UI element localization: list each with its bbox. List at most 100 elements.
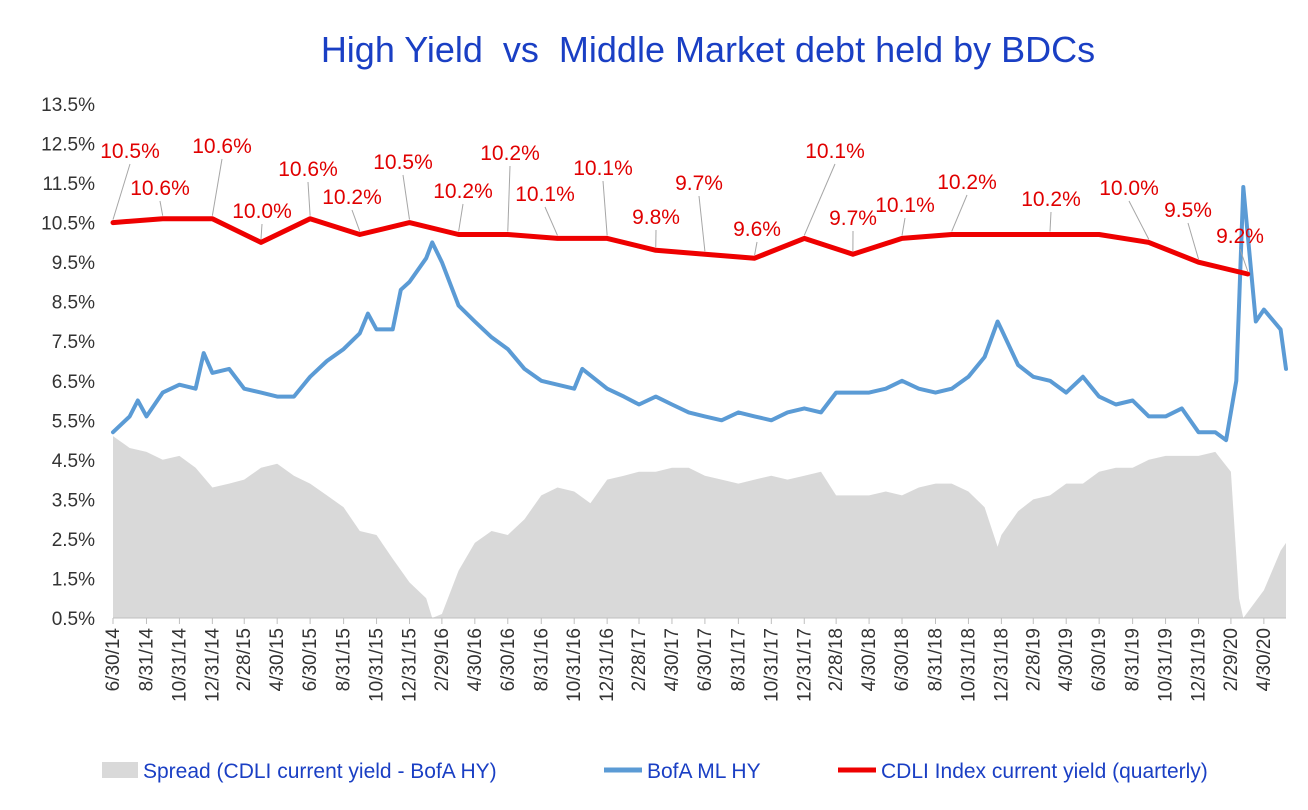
data-label: 10.6% [192, 135, 252, 158]
bofa-hy-line [111, 185, 1288, 443]
data-label: 10.6% [130, 177, 190, 200]
y-tick-label: 5.5% [52, 411, 95, 432]
x-tick-label: 8/31/15 [334, 628, 355, 691]
data-label-leader [458, 203, 464, 232]
data-label-leader [159, 200, 164, 216]
y-tick-label: 2.5% [52, 530, 95, 551]
data-label: 10.2% [937, 171, 997, 194]
x-tick-label: 6/30/16 [498, 628, 519, 691]
data-label-leader [402, 174, 410, 220]
legend-label-bofa-hy: BofA ML HY [647, 760, 761, 783]
data-label: 10.1% [515, 183, 575, 206]
x-tick-label: 12/31/15 [399, 628, 420, 702]
data-label-leader [754, 241, 758, 256]
data-label-leader [112, 163, 131, 220]
x-tick-label: 6/30/14 [103, 628, 124, 692]
x-tick-label: 8/31/19 [1123, 628, 1144, 691]
x-tick-label: 2/28/19 [1023, 628, 1044, 691]
x-tick-label: 6/30/17 [695, 628, 716, 691]
data-label: 10.2% [1021, 188, 1081, 211]
data-label: 10.1% [805, 140, 865, 163]
cdli-line-layer [110, 216, 1251, 277]
data-label-leader [1187, 222, 1199, 260]
x-tick-label: 10/31/16 [564, 628, 585, 702]
data-label: 10.5% [373, 151, 433, 174]
x-tick-label: 2/28/15 [234, 628, 255, 691]
x-tick-label: 10/31/18 [958, 628, 979, 702]
y-tick-label: 3.5% [52, 490, 95, 511]
data-label: 10.2% [480, 142, 540, 165]
x-tick-label: 4/30/19 [1056, 628, 1077, 691]
data-label: 10.0% [232, 200, 292, 223]
legend-label-spread: Spread (CDLI current yield - BofA HY) [143, 760, 497, 783]
x-tick-label: 6/30/15 [300, 628, 321, 691]
x-tick-label: 12/31/14 [202, 628, 223, 702]
x-tick-label: 2/28/18 [826, 628, 847, 691]
y-tick-label: 9.5% [52, 253, 95, 274]
x-tick-label: 12/31/19 [1189, 628, 1210, 702]
x-tick-label: 4/30/15 [267, 628, 288, 691]
y-tick-label: 7.5% [52, 332, 95, 353]
x-axis: 6/30/14 8/31/14 10/31/14 12/31/14 2/28/15 4/3… [103, 617, 1286, 702]
y-tick-label: 12.5% [41, 135, 95, 156]
x-tick-label: 8/31/16 [531, 628, 552, 691]
x-tick-label: 12/31/16 [597, 628, 618, 702]
x-tick-label: 2/29/20 [1221, 628, 1242, 691]
y-tick-label: 1.5% [52, 569, 95, 590]
y-tick-label: 13.5% [41, 95, 95, 116]
chart-title: High Yield vs Middle Market debt held by… [321, 29, 1095, 70]
data-label-leader [698, 195, 706, 252]
legend-swatch-spread [102, 762, 138, 778]
data-label: 10.2% [322, 186, 382, 209]
y-tick-label: 0.5% [52, 609, 95, 630]
spread-area [113, 436, 1286, 618]
data-label: 9.2% [1216, 225, 1264, 248]
x-tick-label: 2/28/17 [629, 628, 650, 691]
data-label-leader [1049, 211, 1052, 232]
data-label-leader [1128, 200, 1150, 240]
x-tick-label: 4/30/17 [662, 628, 683, 691]
data-label: 10.2% [433, 180, 493, 203]
data-label-leader [803, 163, 836, 236]
data-label-leader [211, 158, 223, 216]
data-label-leader [351, 209, 361, 232]
x-tick-label: 12/31/17 [794, 628, 815, 702]
x-tick-label: 6/30/18 [892, 628, 913, 691]
data-label-leader [602, 180, 608, 236]
x-tick-label: 8/31/14 [136, 628, 157, 692]
y-tick-label: 10.5% [41, 214, 95, 235]
x-tick-label: 6/30/19 [1089, 628, 1110, 691]
y-axis: 13.5% 12.5% 11.5% 10.5% 9.5% 8.5% 7.5% 6.5% 5.5%… [41, 95, 95, 630]
bofa-hy-line-layer [111, 185, 1288, 443]
data-label: 10.0% [1099, 177, 1159, 200]
x-tick-label: 8/31/17 [728, 628, 749, 691]
data-label: 10.1% [875, 194, 935, 217]
data-label-leader [951, 194, 968, 232]
data-label: 9.5% [1164, 199, 1212, 222]
x-tick-label: 10/31/15 [367, 628, 388, 702]
data-label: 10.5% [100, 140, 160, 163]
data-label-leader [260, 223, 263, 240]
x-tick-label: 2/29/16 [432, 628, 453, 691]
data-label: 9.6% [733, 218, 781, 241]
data-label-leader [901, 217, 906, 236]
cdli-line [110, 216, 1251, 277]
y-tick-label: 4.5% [52, 451, 95, 472]
x-tick-label: 10/31/14 [169, 628, 190, 702]
spread-area-layer [113, 436, 1286, 618]
data-label: 10.1% [573, 157, 633, 180]
data-label-leader [544, 206, 558, 236]
data-label-leader [307, 181, 311, 216]
x-tick-label: 8/31/18 [926, 628, 947, 691]
data-labels-layer: 10.5%10.6%10.6%10.0%10.6%10.2%10.5%10.2%… [100, 135, 1264, 272]
data-label: 9.8% [632, 206, 680, 229]
x-tick-label: 10/31/17 [761, 628, 782, 702]
data-label-leader [507, 165, 511, 232]
data-label: 9.7% [675, 172, 723, 195]
y-tick-label: 11.5% [43, 174, 96, 195]
x-tick-label: 4/30/20 [1254, 628, 1275, 691]
legend: Spread (CDLI current yield - BofA HY) Bo… [102, 760, 1208, 783]
legend-label-cdli: CDLI Index current yield (quarterly) [881, 760, 1208, 783]
data-label-leader [1239, 248, 1249, 272]
